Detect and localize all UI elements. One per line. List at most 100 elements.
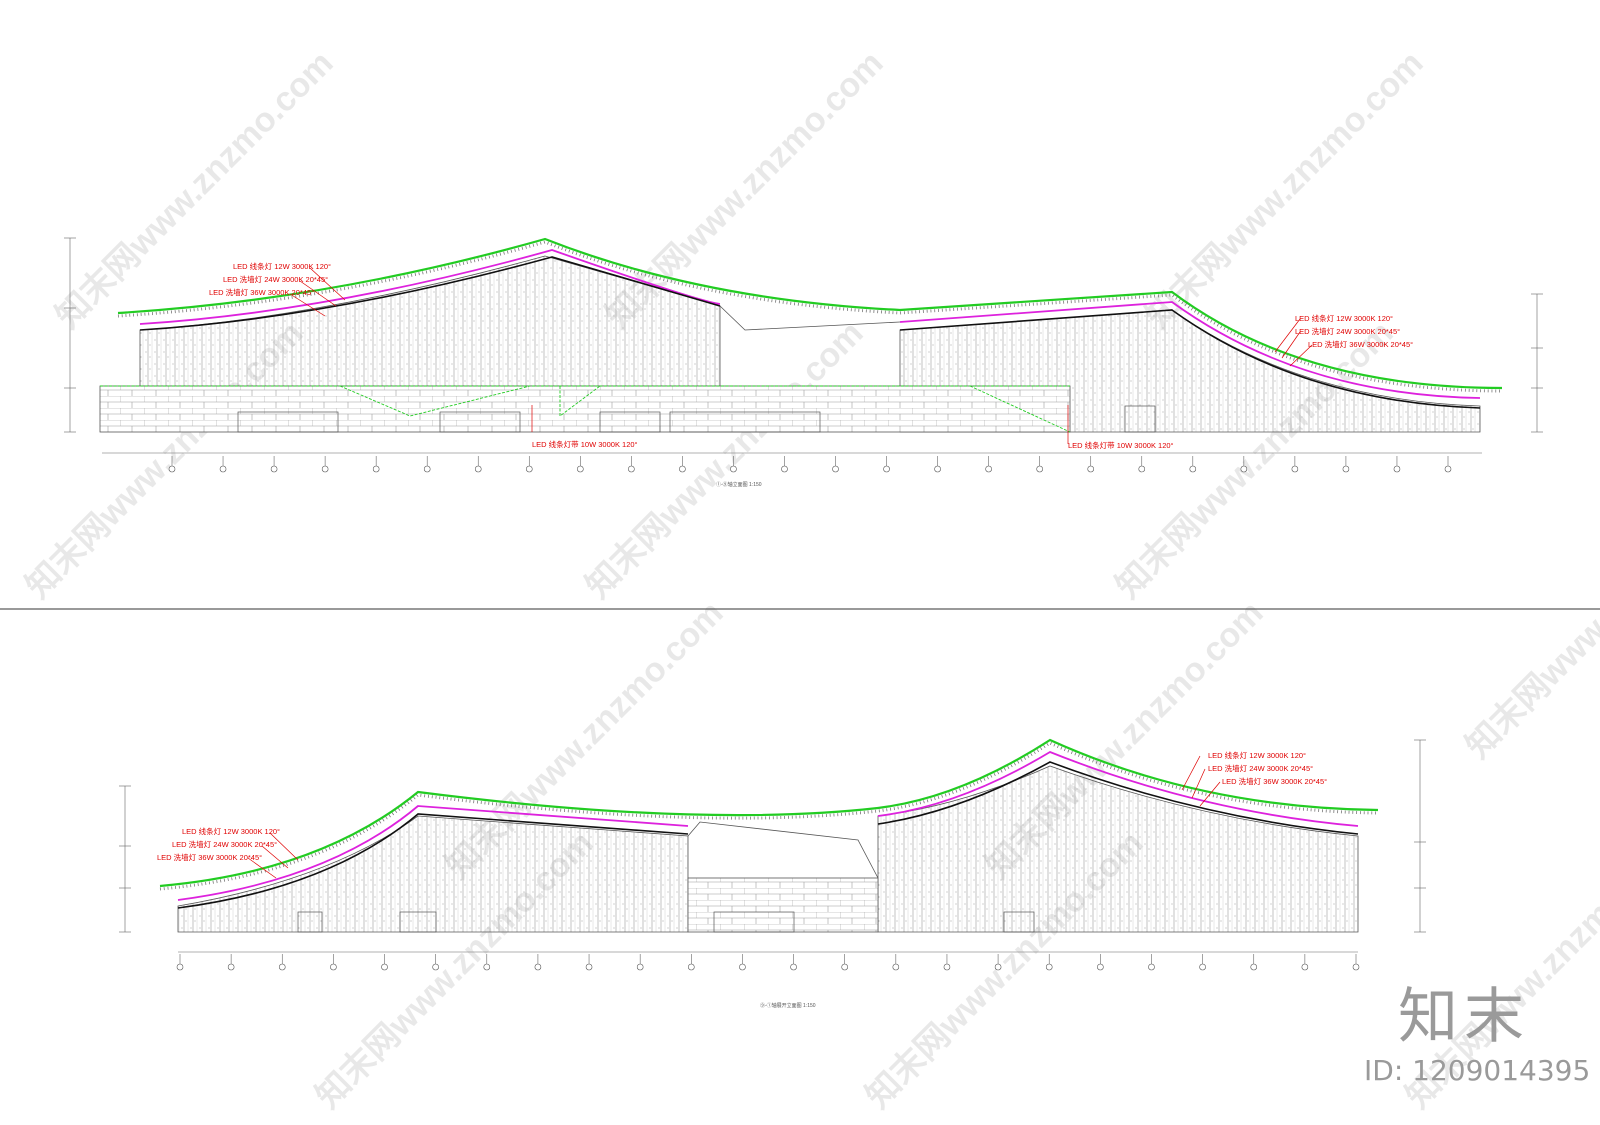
led-labels-right-2: LED 线条灯 12W 3000K 120° LED 洗墙灯 24W 3000K… — [1208, 750, 1327, 786]
axis-bubble — [636, 963, 644, 971]
central-gap-2 — [687, 821, 879, 879]
led-label: LED 线条灯 12W 3000K 120° — [1208, 750, 1306, 760]
left-building-facade-2 — [177, 815, 689, 933]
axis-bubble — [227, 963, 235, 971]
led-labels-left-2: LED 线条灯 12W 3000K 120° LED 洗墙灯 24W 3000K… — [157, 826, 280, 862]
entrance-doors-1 — [237, 405, 1156, 433]
elevation-1: LED 线条灯 12W 3000K 120° LED 洗墙灯 24W 3000K… — [64, 237, 1543, 473]
led-label: LED 线条灯带 10W 3000K 120° — [532, 439, 638, 449]
axis-bubble — [628, 465, 635, 473]
elevation-1-title: ①-⑨轴立面图 1:150 — [716, 482, 762, 488]
podium-1 — [99, 385, 1071, 433]
roof-green-line-1 — [117, 237, 1503, 390]
axis-bubble — [994, 963, 1002, 971]
led-label: LED 洗墙灯 36W 3000K 20*45° — [209, 287, 314, 297]
led-label: LED 洗墙灯 36W 3000K 20*45° — [1222, 776, 1327, 786]
led-label: LED 洗墙灯 24W 3000K 20*45° — [1208, 763, 1313, 773]
axis-bubble — [679, 465, 686, 473]
axis-bubble — [688, 963, 695, 971]
axis-bubble — [525, 465, 533, 473]
axis-bubble — [1444, 465, 1452, 473]
axis-bubble — [432, 963, 439, 971]
site-watermark: 知末网www.znzmo.com — [1459, 474, 1600, 766]
led-labels-left-1: LED 线条灯 12W 3000K 120° LED 洗墙灯 24W 3000K… — [209, 261, 331, 297]
axis-bubble — [168, 465, 176, 473]
axis-bubble — [1393, 465, 1401, 473]
axis-bubble — [1291, 465, 1299, 473]
elevation-2: LED 线条灯 12W 3000K 120° LED 洗墙灯 24W 3000K… — [119, 738, 1426, 971]
axis-bubble — [1250, 963, 1258, 971]
right-building-facade-2 — [877, 765, 1359, 933]
roof-magenta-line-2 — [177, 750, 1359, 901]
axis-bubble — [474, 465, 482, 473]
image-id-watermark: ID: 1209014395 — [1364, 1054, 1591, 1087]
led-label: LED 线条灯 12W 3000K 120° — [233, 261, 331, 271]
axis-bubble — [585, 963, 593, 971]
axis-bubble — [1036, 465, 1043, 473]
led-label: LED 线条灯 12W 3000K 120° — [182, 826, 280, 836]
axis-bubble — [739, 963, 746, 971]
axis-bubble — [219, 465, 227, 473]
roof-magenta-line-1 — [139, 249, 1481, 399]
led-label: LED 线条灯 12W 3000K 120° — [1295, 313, 1393, 323]
axis-bubble — [1199, 963, 1206, 971]
led-label: LED 线条灯带 10W 3000K 120° — [1068, 440, 1174, 450]
axis-bubble — [1342, 465, 1350, 473]
axis-bubble — [1352, 963, 1360, 971]
roof-green-line-2 — [159, 738, 1379, 888]
site-watermark: 知末网www.znzmo.com — [1139, 44, 1431, 336]
level-scale-left-1 — [64, 237, 76, 433]
axis-bubble — [1138, 465, 1146, 473]
watermark-layer: 知末网www.znzmo.com 知末网www.znzmo.com 知末网www.z… — [19, 44, 1600, 1116]
roof-black-line-1 — [139, 256, 1481, 409]
brand-watermark: 知末 — [1398, 982, 1530, 1052]
level-scale-left-2 — [119, 785, 131, 933]
axis-bubble — [832, 465, 839, 473]
elevation-2-title: ⑨-①轴展开立面图 1:150 — [760, 1003, 816, 1009]
axis-bubble — [483, 963, 491, 971]
axis-bubble — [270, 465, 278, 473]
led-labels-bottom-1: LED 线条灯带 10W 3000K 120° LED 线条灯带 10W 300… — [532, 439, 1174, 450]
axis-bubble — [790, 963, 797, 971]
level-scale-right-2 — [1414, 739, 1426, 933]
axis-bubble — [278, 963, 286, 971]
central-lobby-2 — [687, 877, 879, 933]
axis-bubble — [1087, 465, 1095, 473]
axis-bubble — [176, 963, 184, 971]
axis-bubble — [1240, 465, 1248, 473]
axis-bubble — [883, 465, 890, 473]
led-label: LED 洗墙灯 24W 3000K 20*45° — [172, 839, 277, 849]
axis-bubble — [321, 465, 329, 473]
axis-bubble — [534, 963, 542, 971]
led-label: LED 洗墙灯 36W 3000K 20*45° — [157, 852, 262, 862]
led-labels-right-1: LED 线条灯 12W 3000K 120° LED 洗墙灯 24W 3000K… — [1295, 313, 1413, 349]
level-scale-right-1 — [1531, 293, 1543, 433]
led-label: LED 洗墙灯 24W 3000K 20*45° — [223, 274, 328, 284]
axis-bubble — [423, 465, 431, 473]
axis-bubble — [1148, 963, 1155, 971]
axis-bubble — [330, 963, 337, 971]
axis-bubble — [730, 465, 737, 473]
axis-bubble — [381, 963, 388, 971]
axis-bubble — [934, 465, 941, 473]
axis-bubble — [1301, 963, 1309, 971]
leader-lines-2 — [247, 755, 1221, 879]
axis-bubble — [841, 963, 848, 971]
axis-bubble — [1189, 465, 1197, 473]
central-gap-1 — [719, 305, 901, 331]
led-label: LED 洗墙灯 36W 3000K 20*45° — [1308, 339, 1413, 349]
axis-bubble — [577, 465, 584, 473]
axis-bubble — [985, 465, 992, 473]
axis-bubble — [372, 465, 380, 473]
axis-bubble — [1045, 963, 1053, 971]
leader-lines-1 — [289, 267, 1313, 444]
axis-bubble — [943, 963, 951, 971]
led-label: LED 洗墙灯 24W 3000K 20*45° — [1295, 326, 1400, 336]
roof-black-line-2 — [177, 761, 1359, 909]
axis-bubble — [781, 465, 788, 473]
axis-markers-2 — [176, 954, 1360, 971]
axis-bubble — [1097, 963, 1104, 971]
axis-bubble — [892, 963, 900, 971]
entrance-doors-2 — [297, 911, 1035, 933]
